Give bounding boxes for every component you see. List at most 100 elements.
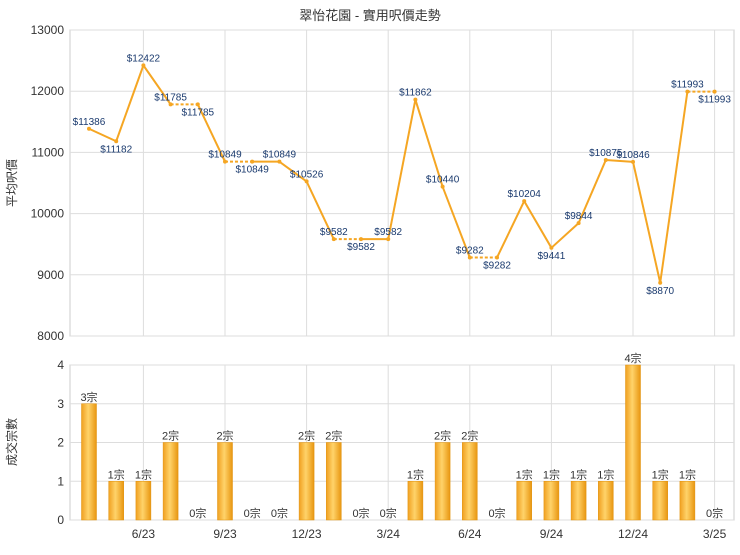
price-line-segment	[605, 159, 634, 163]
price-line-segment	[550, 222, 580, 249]
price-point[interactable]	[277, 159, 282, 164]
price-point[interactable]	[413, 97, 418, 102]
volume-y-tick-label: 2	[57, 436, 64, 450]
price-data-label: $9282	[483, 261, 511, 272]
price-line-segment	[523, 200, 553, 249]
volume-x-tick-label: 9/23	[213, 527, 237, 541]
volume-bar[interactable]	[162, 442, 179, 521]
volume-x-tick-label: 6/23	[132, 527, 156, 541]
price-y-axis-label: 平均呎價	[5, 159, 19, 207]
volume-x-tick-label: 12/24	[618, 527, 648, 541]
price-point[interactable]	[304, 179, 309, 184]
volume-bar[interactable]	[108, 481, 124, 521]
volume-bar[interactable]	[679, 481, 696, 521]
price-point[interactable]	[114, 139, 119, 144]
price-point[interactable]	[712, 89, 717, 94]
price-point[interactable]	[141, 63, 146, 68]
price-point[interactable]	[685, 89, 690, 94]
price-point[interactable]	[223, 159, 227, 164]
price-data-label: $8870	[646, 286, 674, 297]
volume-bar[interactable]	[543, 481, 560, 521]
volume-data-label: 2宗	[298, 429, 315, 443]
price-data-label: $9441	[537, 251, 565, 262]
price-line-segment	[305, 180, 335, 240]
price-y-tick-label: 9000	[37, 268, 64, 282]
price-y-tick-label: 13000	[31, 23, 65, 37]
price-data-label: $11993	[671, 80, 704, 91]
volume-data-label: 0宗	[352, 506, 369, 520]
price-point[interactable]	[603, 158, 608, 163]
price-line-segment	[387, 99, 417, 240]
volume-bars	[81, 364, 696, 521]
volume-data-label: 2宗	[434, 429, 451, 443]
volume-bar[interactable]	[135, 481, 152, 521]
price-line-segment	[659, 91, 689, 283]
price-point[interactable]	[386, 237, 391, 242]
volume-bar[interactable]	[81, 403, 97, 521]
volume-data-label: 1宗	[543, 467, 560, 481]
price-point[interactable]	[576, 221, 581, 226]
volume-x-tick-label: 3/25	[703, 527, 727, 541]
volume-data-label: 0宗	[244, 506, 261, 520]
price-panel: 8000 9000 10000 11000 12000 13000 平均呎價 $11386…	[5, 23, 735, 343]
volume-bar[interactable]	[326, 442, 342, 521]
price-point[interactable]	[495, 255, 499, 260]
volume-bar[interactable]	[462, 442, 478, 521]
price-data-label: $10526	[290, 169, 324, 180]
volume-bar[interactable]	[516, 481, 532, 521]
volume-data-label: 3宗	[80, 390, 97, 404]
price-point[interactable]	[658, 280, 663, 285]
price-point[interactable]	[359, 237, 363, 242]
price-point[interactable]	[331, 237, 336, 242]
volume-y-tick-label: 1	[57, 474, 64, 488]
volume-data-label: 2宗	[162, 429, 179, 443]
volume-y-tick-label: 3	[57, 397, 64, 411]
price-point[interactable]	[250, 159, 255, 164]
price-line-segment	[496, 200, 526, 258]
price-data-label: $11386	[73, 117, 106, 128]
price-point[interactable]	[467, 255, 472, 260]
volume-data-label: 0宗	[189, 506, 206, 520]
volume-bar[interactable]	[652, 481, 668, 521]
price-line-segment	[441, 186, 471, 258]
price-plot-area	[69, 29, 735, 337]
price-data-label: $10849	[236, 165, 270, 176]
price-line-segment	[142, 64, 172, 105]
price-data-label: $10846	[616, 150, 650, 161]
volume-panel: 0 1 2 3 4 成交宗數 3宗 1宗 1宗 2宗 0宗 2宗 0宗 0宗 2宗 2宗 0宗 0宗 1宗 2宗 2…	[4, 351, 735, 541]
price-data-label: $9582	[374, 227, 402, 238]
price-line-segment	[278, 160, 308, 183]
price-point[interactable]	[195, 102, 200, 107]
price-data-label: $9844	[565, 211, 593, 222]
price-y-tick-label: 10000	[31, 207, 65, 221]
volume-data-label: 0宗	[271, 506, 288, 520]
price-point[interactable]	[87, 126, 91, 131]
price-data-label: $10849	[263, 150, 297, 161]
volume-data-label: 2宗	[325, 429, 342, 443]
volume-bar[interactable]	[570, 481, 587, 521]
volume-bar[interactable]	[407, 481, 424, 521]
volume-y-tick-label: 0	[57, 513, 64, 527]
volume-x-ticks: 6/23 9/23 12/23 3/24 6/24 9/24 12/24 3/25	[132, 527, 727, 541]
volume-bar[interactable]	[217, 442, 233, 521]
price-data-label: $11785	[154, 92, 187, 103]
volume-bar[interactable]	[434, 442, 451, 521]
price-data-labels: $11386 $11182 $12422 $11785 $11785 $10849 $108…	[73, 53, 732, 296]
price-point[interactable]	[168, 102, 173, 107]
price-point[interactable]	[631, 159, 635, 164]
volume-data-label: 0宗	[488, 506, 505, 520]
volume-y-ticks: 0 1 2 3 4	[57, 358, 64, 527]
volume-data-label: 1宗	[516, 467, 533, 481]
volume-bar[interactable]	[598, 481, 614, 521]
price-point[interactable]	[549, 245, 554, 250]
volume-x-tick-label: 6/24	[458, 527, 482, 541]
volume-bar[interactable]	[625, 364, 641, 521]
price-point[interactable]	[522, 199, 527, 204]
volume-data-label: 4宗	[624, 351, 641, 365]
volume-bar[interactable]	[298, 442, 315, 521]
price-line-segment	[632, 161, 662, 283]
price-point[interactable]	[440, 184, 445, 189]
price-line-segment	[115, 65, 145, 142]
